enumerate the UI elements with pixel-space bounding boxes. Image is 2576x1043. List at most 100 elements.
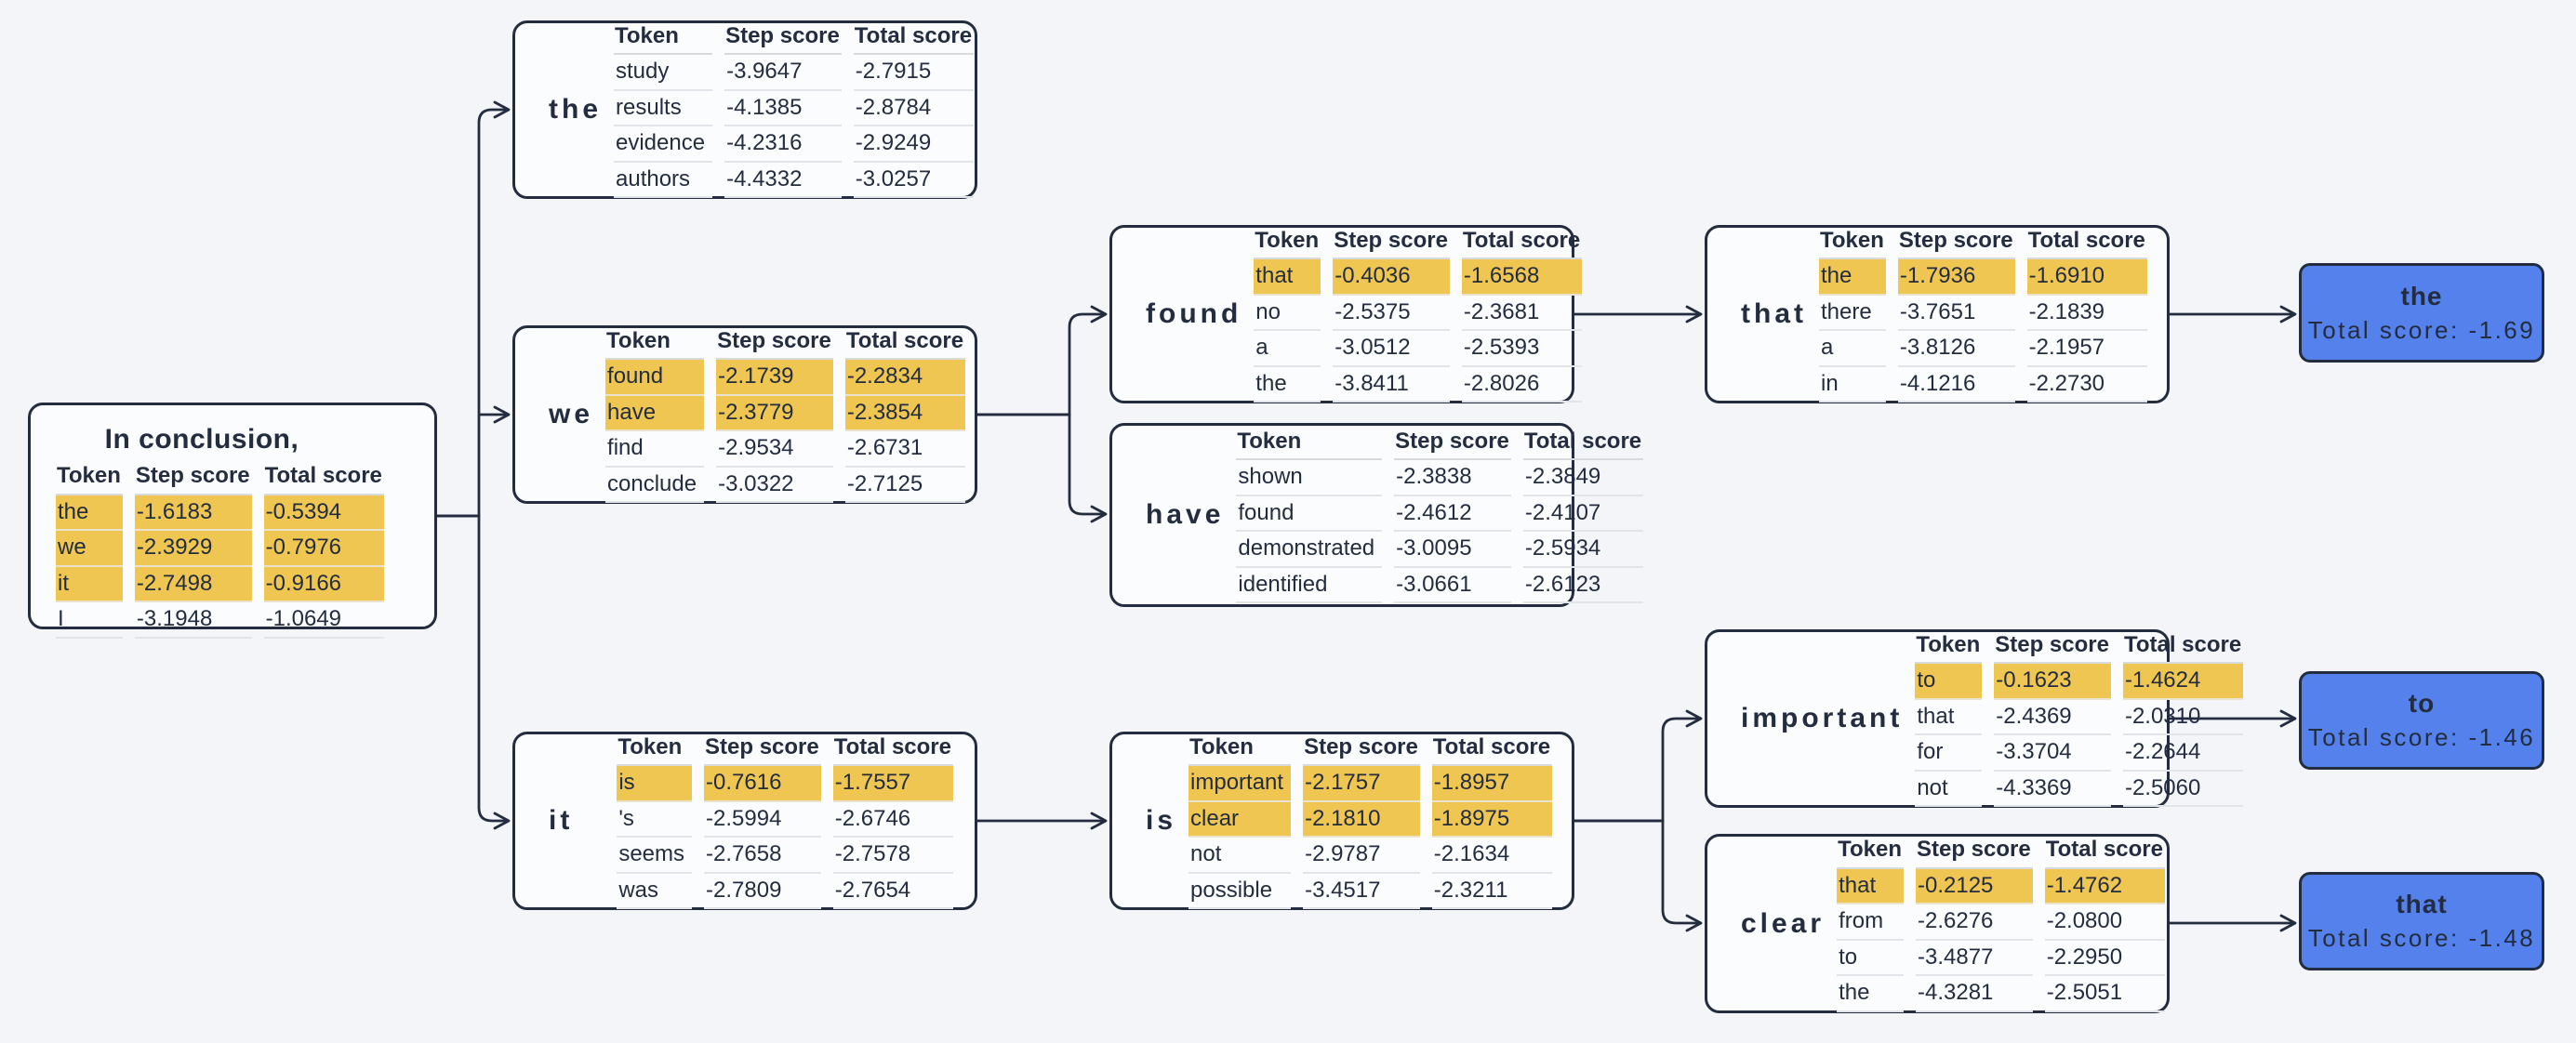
token-row: identified -3.0661 -2.6123 — [1236, 568, 1644, 604]
token-cell: -4.2316 — [724, 126, 842, 163]
token-row: we -2.3929 -0.7976 — [56, 531, 384, 567]
token-cell: -3.1948 — [134, 602, 252, 639]
token-row: for -3.3704 -2.2644 — [1915, 735, 2244, 772]
token-row: results -4.1385 -2.8784 — [614, 91, 975, 127]
token-row: shown -2.3838 -2.3849 — [1236, 460, 1644, 496]
final-total-score: Total score: -1.48 — [2307, 924, 2536, 952]
token-row: is -0.7616 -1.7557 — [617, 766, 953, 802]
node-label: important — [1741, 703, 1904, 733]
token-cell: -2.5934 — [1522, 532, 1644, 568]
node-label: the — [549, 94, 602, 125]
token-row: 's -2.5994 -2.6746 — [617, 802, 953, 838]
column-header: Total score — [853, 21, 975, 56]
node-the: the Token Step score Total score study -3.96… — [512, 20, 977, 199]
token-row: evidence -4.2316 -2.9249 — [614, 126, 975, 163]
token-cell: it — [56, 566, 123, 603]
connector-root-the — [437, 100, 511, 518]
token-cell: -2.9787 — [1303, 838, 1420, 874]
node-clear: clear Token Step score Total score that -0.2… — [1705, 834, 2170, 1013]
header-row: Token Step score Total score — [1819, 226, 2147, 260]
token-cell: a — [1254, 331, 1321, 367]
token-row: not -2.9787 -2.1634 — [1188, 838, 1553, 874]
node-label: is — [1146, 805, 1177, 836]
token-row: found -2.4612 -2.4107 — [1236, 496, 1644, 533]
token-cell: -0.2125 — [1915, 868, 2033, 905]
token-cell: -3.3704 — [1994, 735, 2111, 772]
token-cell: -2.1757 — [1303, 766, 1420, 802]
column-header: Token — [1188, 733, 1292, 767]
connector-we-have — [977, 413, 1108, 523]
token-cell: results — [614, 91, 713, 127]
token-cell: -2.8784 — [853, 91, 975, 127]
column-header: Step score — [1303, 733, 1420, 767]
token-cell: -2.9534 — [716, 431, 833, 468]
token-cell: demonstrated — [1236, 532, 1383, 568]
token-cell: -2.5060 — [2122, 772, 2244, 808]
token-cell: -4.1385 — [724, 91, 842, 127]
header-row: Token Step score Total score — [1254, 226, 1583, 260]
token-table: Token Step score Total score found -2.1739 -2… — [593, 326, 977, 504]
column-header: Total score — [1431, 733, 1553, 767]
token-cell: -4.3281 — [1915, 976, 2033, 1012]
token-cell: -3.0661 — [1394, 568, 1511, 604]
final-token-label: the — [2400, 281, 2443, 310]
column-header: Token — [617, 733, 693, 767]
token-cell: -1.8957 — [1431, 766, 1553, 802]
token-row: demonstrated -3.0095 -2.5934 — [1236, 532, 1644, 568]
token-row: possible -3.4517 -2.3211 — [1188, 874, 1553, 910]
column-header: Total score — [1522, 427, 1644, 461]
token-cell: -0.9166 — [263, 566, 384, 603]
column-header: Total score — [2122, 630, 2244, 665]
token-row: the -1.7936 -1.6910 — [1819, 259, 2147, 296]
token-cell: found — [1236, 496, 1383, 533]
token-cell: seems — [617, 838, 693, 874]
token-cell: -2.5375 — [1333, 296, 1450, 332]
token-cell: -2.6123 — [1522, 568, 1644, 604]
node-label: that — [1741, 298, 1807, 329]
final-node-the: the Total score: -1.69 — [2299, 263, 2544, 363]
column-header: Token — [1915, 630, 1983, 665]
token-cell: shown — [1236, 460, 1383, 496]
token-row: in -4.1216 -2.2730 — [1819, 367, 2147, 403]
token-cell: -2.4612 — [1394, 496, 1511, 533]
token-cell: -3.0512 — [1333, 331, 1450, 367]
column-header: Token — [1819, 226, 1886, 260]
token-cell: the — [1254, 367, 1321, 403]
token-row: that -0.2125 -1.4762 — [1837, 868, 2165, 905]
token-cell: no — [1254, 296, 1321, 332]
token-cell: -1.7936 — [1897, 259, 2015, 296]
final-node-that: that Total score: -1.48 — [2299, 872, 2544, 970]
header-row: Token Step score Total score — [1915, 630, 2244, 665]
column-header: Total score — [832, 733, 953, 767]
token-table: Token Step score Total score important -2.17… — [1176, 733, 1564, 910]
token-row: a -3.0512 -2.5393 — [1254, 331, 1583, 367]
token-cell: to — [1915, 664, 1983, 700]
token-table: Token Step score Total score that -0.4036 -1.… — [1242, 226, 1594, 403]
token-cell: a — [1819, 331, 1886, 367]
node-label: found — [1146, 298, 1242, 329]
token-cell: -3.0095 — [1394, 532, 1511, 568]
token-cell: -1.7557 — [832, 766, 953, 802]
node-found: found Token Step score Total score that -0.4… — [1109, 225, 1583, 403]
token-cell: -2.1810 — [1303, 801, 1420, 838]
connector-root-it — [437, 514, 511, 830]
token-cell: -3.9647 — [724, 55, 842, 91]
column-header: Step score — [134, 461, 252, 495]
node-label: clear — [1741, 907, 1826, 939]
token-cell: authors — [614, 163, 713, 199]
column-header: Token — [614, 21, 713, 56]
token-table: Token Step score Total score study -3.9647 -2… — [602, 21, 986, 199]
node-it: it Token Step score Total score is -0.7616 -1… — [512, 732, 977, 910]
header-row: Token Step score Total score — [617, 733, 953, 767]
token-cell: -2.7809 — [704, 874, 821, 910]
token-row: conclude -3.0322 -2.7125 — [605, 468, 966, 504]
column-header: Token — [1837, 835, 1904, 869]
token-cell: -2.3854 — [844, 395, 966, 432]
token-row: have -2.3779 -2.3854 — [605, 395, 966, 432]
column-header: Token — [1236, 427, 1383, 461]
token-cell: to — [1837, 941, 1904, 977]
token-cell: -4.4332 — [724, 163, 842, 199]
token-row: that -0.4036 -1.6568 — [1254, 259, 1583, 296]
token-cell: have — [605, 395, 705, 432]
column-header: Total score — [1461, 226, 1583, 260]
